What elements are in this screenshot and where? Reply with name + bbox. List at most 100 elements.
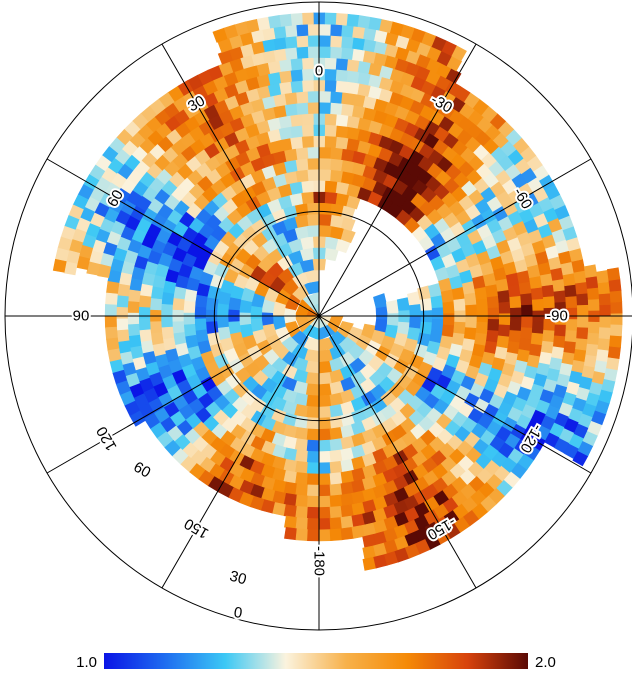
- heatmap-cell: [487, 306, 500, 320]
- heatmap-cell: [509, 318, 523, 331]
- heatmap-cell: [324, 79, 337, 92]
- heatmap-cell: [300, 180, 314, 193]
- heatmap-cell: [289, 124, 303, 139]
- heatmap-cell: [340, 103, 354, 117]
- heatmap-cell: [105, 326, 118, 340]
- heatmap-cell: [329, 46, 343, 59]
- colorbar-min-label: 1.0: [76, 654, 97, 671]
- heatmap-cell: [318, 146, 332, 159]
- heatmap-cell: [587, 298, 601, 311]
- heatmap-cell: [182, 312, 196, 326]
- heatmap-cell: [306, 213, 320, 226]
- heatmap-cell: [284, 103, 298, 117]
- heatmap-cell: [318, 484, 332, 497]
- heatmap-cell: [385, 299, 400, 314]
- heatmap-cell: [307, 518, 320, 531]
- heatmap-cell: [289, 57, 303, 71]
- grid-spoke: [161, 315, 320, 589]
- heatmap-cell: [318, 394, 332, 408]
- heatmap-cell: [194, 318, 207, 332]
- heatmap-cell: [227, 297, 242, 311]
- heatmap-cell: [487, 318, 500, 331]
- heatmap-cell: [284, 24, 298, 38]
- heatmap-cell: [273, 36, 287, 51]
- colorbar-max-label: 2.0: [535, 654, 556, 671]
- heatmap-cell: [294, 438, 309, 452]
- heatmap-cell: [329, 90, 343, 104]
- heatmap-cell: [419, 297, 433, 311]
- heatmap-cell: [518, 281, 532, 295]
- angle-label-halo: 90: [73, 308, 90, 325]
- heatmap-cell: [442, 312, 456, 326]
- heatmap-cell: [606, 267, 621, 281]
- heatmap-cell: [564, 329, 578, 343]
- heatmap-cell: [329, 517, 343, 530]
- heatmap-cell: [610, 301, 623, 314]
- heatmap-cell: [609, 334, 622, 348]
- heatmap-cell: [318, 45, 331, 59]
- heatmap-cell: [307, 45, 320, 59]
- heatmap-cell: [283, 493, 298, 507]
- heatmap-cell: [104, 315, 117, 328]
- grid-spoke: [318, 315, 477, 589]
- grid-spoke: [161, 43, 320, 317]
- heatmap-cell: [530, 332, 544, 346]
- heatmap-cell: [289, 113, 303, 127]
- heatmap-cell: [318, 450, 332, 464]
- heatmap-cell: [486, 295, 500, 309]
- heatmap-cell: [356, 15, 371, 29]
- heatmap-cell: [335, 68, 349, 82]
- heatmap-cell: [340, 24, 354, 38]
- heatmap-cells: [52, 12, 623, 571]
- heatmap-cell: [295, 146, 309, 160]
- heatmap-cell: [409, 315, 422, 329]
- heatmap-cell: [216, 315, 229, 329]
- heatmap-cell: [324, 12, 337, 25]
- heatmap-cell: [324, 57, 337, 70]
- heatmap-cell: [431, 318, 444, 332]
- heatmap-cell: [453, 297, 467, 311]
- heatmap-cell: [340, 504, 355, 518]
- heatmap-cell: [272, 25, 287, 39]
- heatmap-cell: [329, 35, 343, 48]
- heatmap-cell: [463, 326, 477, 340]
- heatmap-cell: [335, 136, 349, 150]
- heatmap-cell: [335, 12, 348, 26]
- heatmap-cell: [576, 304, 590, 317]
- heatmap-cell: [475, 321, 489, 335]
- heatmap-cell: [599, 304, 612, 317]
- heatmap-cell: [324, 135, 337, 148]
- heatmap-cell: [127, 301, 140, 314]
- heatmap-cell: [306, 406, 320, 419]
- heatmap-cell: [606, 356, 620, 371]
- heatmap-cell: [608, 278, 622, 292]
- heatmap-cell: [586, 287, 600, 300]
- heatmap-cell: [465, 303, 478, 317]
- heatmap-cell: [351, 36, 365, 51]
- heatmap-cell: [329, 494, 343, 508]
- heatmap-cell: [289, 80, 303, 93]
- heatmap-cell: [295, 472, 309, 486]
- heatmap-cell: [340, 91, 354, 106]
- heatmap-cell: [116, 295, 129, 309]
- heatmap-cell: [306, 146, 320, 159]
- heatmap-cell: [307, 101, 320, 114]
- heatmap-cell: [306, 202, 320, 215]
- heatmap-cell: [306, 394, 320, 408]
- heatmap-cell: [295, 517, 309, 530]
- heatmap-cell: [139, 283, 153, 298]
- heatmap-cell: [300, 191, 314, 205]
- heatmap-cell: [273, 48, 287, 62]
- heatmap-cell: [599, 315, 612, 328]
- heatmap-cell: [138, 329, 152, 343]
- angle-label: 120: [93, 423, 120, 453]
- heatmap-cell: [498, 301, 511, 314]
- heatmap-cell: [576, 315, 590, 328]
- heatmap-cell: [127, 289, 141, 303]
- heatmap-cell: [318, 473, 332, 486]
- heatmap-cell: [552, 278, 566, 292]
- heatmap-cell: [324, 180, 338, 193]
- heatmap-cell: [396, 297, 411, 311]
- heatmap-cell: [106, 281, 120, 295]
